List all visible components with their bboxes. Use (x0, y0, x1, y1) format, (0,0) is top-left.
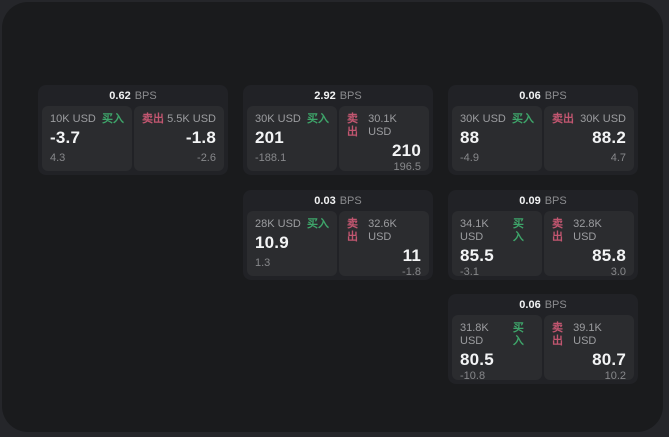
sell-side-label: 卖出 (552, 218, 563, 243)
buy-side-label: 买入 (512, 218, 524, 243)
quote-card: 2.92 BPS 30K USD 买入 201 -188.1 卖出 30.1K … (243, 85, 433, 175)
buy-notional: 10K USD (50, 113, 96, 125)
buy-panel[interactable]: 30K USD 买入 201 -188.1 (247, 106, 337, 171)
sell-panel[interactable]: 卖出 5.5K USD -1.8 -2.6 (134, 106, 224, 171)
buy-side-label: 买入 (307, 113, 329, 125)
buy-price: 201 (255, 128, 284, 147)
sell-side-label: 卖出 (347, 113, 358, 138)
buy-panel[interactable]: 34.1K USD 买入 85.5 -3.1 (452, 211, 542, 278)
quote-panels: 28K USD 买入 10.9 1.3 卖出 32.6K USD 11 -1.8 (247, 211, 429, 278)
sell-side-label: 卖出 (347, 218, 358, 243)
card-header: 2.92 BPS (243, 85, 433, 106)
sell-panel[interactable]: 卖出 30K USD 88.2 4.7 (544, 106, 634, 171)
card-header: 0.03 BPS (243, 190, 433, 211)
card-header: 0.06 BPS (448, 85, 638, 106)
quote-panels: 10K USD 买入 -3.7 4.3 卖出 5.5K USD -1.8 -2.… (42, 106, 224, 171)
sell-panel[interactable]: 卖出 32.6K USD 11 -1.8 (339, 211, 429, 278)
buy-delta: 4.3 (50, 152, 66, 164)
buy-delta: -188.1 (255, 152, 287, 164)
quote-panels: 34.1K USD 买入 85.5 -3.1 卖出 32.8K USD 85.8… (452, 211, 634, 278)
sell-price: 210 (392, 141, 421, 160)
sell-delta: -2.6 (197, 152, 216, 164)
sell-panel[interactable]: 卖出 39.1K USD 80.7 10.2 (544, 315, 634, 382)
sell-delta: 3.0 (610, 266, 626, 278)
buy-notional: 31.8K USD (460, 322, 489, 347)
buy-notional: 30K USD (255, 113, 301, 125)
quote-panels: 30K USD 买入 88 -4.9 卖出 30K USD 88.2 4.7 (452, 106, 634, 171)
sell-price: 11 (402, 246, 421, 265)
quote-panels: 30K USD 买入 201 -188.1 卖出 30.1K USD 210 1… (247, 106, 429, 173)
sell-panel[interactable]: 卖出 32.8K USD 85.8 3.0 (544, 211, 634, 278)
sell-price: 80.7 (592, 350, 626, 369)
quote-panels: 31.8K USD 买入 80.5 -10.8 卖出 39.1K USD 80.… (452, 315, 634, 382)
bps-unit-label: BPS (339, 194, 362, 207)
buy-side-label: 买入 (512, 113, 534, 125)
buy-price: 10.9 (255, 233, 289, 252)
quote-card: 0.62 BPS 10K USD 买入 -3.7 4.3 卖出 5.5K USD… (38, 85, 228, 175)
buy-panel[interactable]: 28K USD 买入 10.9 1.3 (247, 211, 337, 276)
buy-panel[interactable]: 10K USD 买入 -3.7 4.3 (42, 106, 132, 171)
spread-bps-value: 0.09 (519, 194, 541, 207)
bps-unit-label: BPS (544, 194, 567, 207)
spread-bps-value: 0.06 (519, 89, 541, 102)
sell-notional: 32.6K USD (368, 218, 397, 243)
buy-notional: 34.1K USD (460, 218, 489, 243)
buy-notional: 28K USD (255, 218, 301, 230)
bps-unit-label: BPS (544, 298, 567, 311)
buy-delta: 1.3 (255, 257, 271, 269)
sell-price: 88.2 (592, 128, 626, 147)
sell-delta: -1.8 (402, 266, 421, 278)
spread-bps-value: 0.03 (314, 194, 336, 207)
card-header: 0.09 BPS (448, 190, 638, 211)
sell-delta: 196.5 (393, 161, 421, 173)
sell-delta: 4.7 (610, 152, 626, 164)
buy-notional: 30K USD (460, 113, 506, 125)
sell-delta: 10.2 (604, 370, 626, 382)
spread-bps-value: 0.62 (109, 89, 131, 102)
sell-notional: 30.1K USD (368, 113, 397, 138)
buy-side-label: 买入 (512, 322, 524, 347)
sell-side-label: 卖出 (142, 113, 164, 125)
buy-panel[interactable]: 30K USD 买入 88 -4.9 (452, 106, 542, 171)
sell-notional: 39.1K USD (573, 322, 602, 347)
bps-unit-label: BPS (134, 89, 157, 102)
buy-price: -3.7 (50, 128, 81, 147)
buy-delta: -10.8 (460, 370, 486, 382)
buy-price: 80.5 (460, 350, 494, 369)
buy-delta: -3.1 (460, 266, 479, 278)
quote-card: 0.09 BPS 34.1K USD 买入 85.5 -3.1 卖出 32.8K… (448, 190, 638, 280)
buy-panel[interactable]: 31.8K USD 买入 80.5 -10.8 (452, 315, 542, 382)
buy-price: 85.5 (460, 246, 494, 265)
quote-card: 0.06 BPS 30K USD 买入 88 -4.9 卖出 30K USD 8… (448, 85, 638, 175)
spread-bps-value: 0.06 (519, 298, 541, 311)
quote-card: 0.03 BPS 28K USD 买入 10.9 1.3 卖出 32.6K US… (243, 190, 433, 280)
bps-unit-label: BPS (544, 89, 567, 102)
sell-notional: 32.8K USD (573, 218, 602, 243)
sell-panel[interactable]: 卖出 30.1K USD 210 196.5 (339, 106, 429, 173)
app-window: 0.62 BPS 10K USD 买入 -3.7 4.3 卖出 5.5K USD… (2, 2, 663, 432)
buy-price: 88 (460, 128, 480, 147)
sell-notional: 5.5K USD (167, 113, 216, 125)
buy-side-label: 买入 (102, 113, 124, 125)
sell-side-label: 卖出 (552, 113, 574, 125)
card-header: 0.06 BPS (448, 294, 638, 315)
quote-card: 0.06 BPS 31.8K USD 买入 80.5 -10.8 卖出 39.1… (448, 294, 638, 384)
spread-bps-value: 2.92 (314, 89, 336, 102)
sell-side-label: 卖出 (552, 322, 563, 347)
buy-delta: -4.9 (460, 152, 479, 164)
sell-notional: 30K USD (580, 113, 626, 125)
card-header: 0.62 BPS (38, 85, 228, 106)
sell-price: 85.8 (592, 246, 626, 265)
bps-unit-label: BPS (339, 89, 362, 102)
sell-price: -1.8 (185, 128, 216, 147)
buy-side-label: 买入 (307, 218, 329, 230)
